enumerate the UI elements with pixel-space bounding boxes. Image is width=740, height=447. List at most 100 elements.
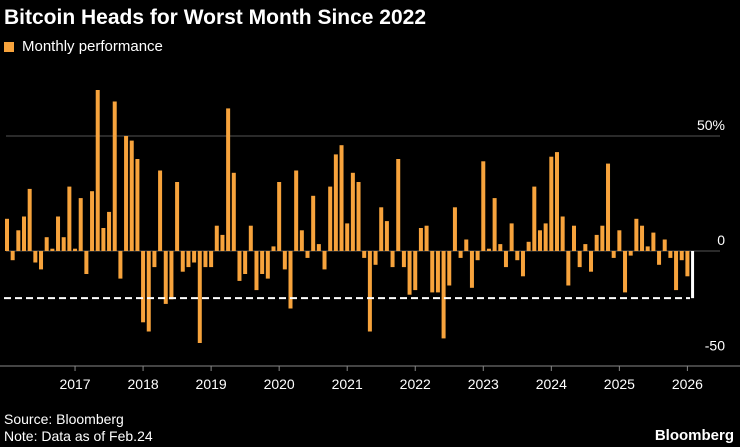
bar	[260, 251, 265, 274]
bar	[418, 228, 423, 251]
bar	[475, 251, 480, 261]
bar	[73, 248, 78, 251]
bar	[158, 170, 163, 251]
bar	[492, 198, 497, 251]
bar	[435, 251, 440, 293]
bar	[248, 225, 253, 251]
bar	[543, 223, 548, 251]
bar	[294, 170, 299, 251]
bar	[333, 154, 338, 251]
bar	[509, 223, 514, 251]
bar	[33, 251, 38, 263]
bar	[606, 163, 611, 251]
bar	[84, 251, 89, 274]
bar	[560, 216, 565, 251]
bar	[305, 251, 310, 258]
bar	[226, 108, 231, 252]
bar	[214, 225, 219, 251]
bar	[583, 244, 588, 251]
bar	[498, 244, 503, 251]
bar	[10, 251, 15, 261]
bar	[452, 207, 457, 251]
bar	[282, 251, 287, 270]
bar	[101, 228, 106, 251]
bar	[192, 251, 197, 263]
bar	[265, 251, 270, 279]
bar	[537, 230, 542, 251]
bar	[373, 251, 378, 265]
bar	[141, 251, 146, 323]
x-tick-label: 2026	[672, 376, 703, 392]
bar	[220, 234, 225, 251]
bar	[209, 251, 214, 268]
bar	[520, 251, 525, 277]
bar	[407, 251, 412, 295]
bar	[27, 188, 32, 251]
bar	[124, 136, 129, 251]
bar	[146, 251, 151, 332]
x-tick-label: 2023	[468, 376, 499, 392]
bar	[50, 248, 55, 251]
x-tick-label: 2024	[536, 376, 567, 392]
bar	[572, 225, 576, 251]
bar	[95, 90, 100, 251]
bar	[203, 251, 208, 268]
bar	[129, 140, 134, 251]
bar	[186, 251, 191, 268]
bar	[526, 241, 531, 251]
bar	[61, 237, 66, 251]
bar	[328, 186, 333, 251]
bar	[118, 251, 123, 279]
bar	[390, 251, 395, 268]
bar	[651, 232, 656, 251]
bar	[668, 251, 673, 258]
legend: Monthly performance	[4, 38, 163, 55]
bar	[379, 207, 384, 251]
bar	[481, 161, 486, 251]
bar	[515, 251, 520, 261]
bar	[685, 251, 690, 277]
bar	[486, 248, 491, 251]
bar	[662, 239, 667, 251]
bar	[623, 251, 628, 293]
bar	[657, 251, 662, 265]
bar	[384, 221, 389, 251]
bar	[424, 225, 429, 251]
bar	[16, 230, 21, 251]
bar	[197, 251, 202, 343]
bar	[577, 251, 582, 268]
bar	[277, 182, 282, 251]
bar	[112, 101, 117, 251]
bar	[401, 251, 406, 268]
bar	[554, 152, 559, 251]
bar	[356, 182, 361, 251]
bar	[67, 186, 72, 251]
bar	[339, 145, 344, 251]
bar	[350, 172, 355, 251]
bar	[254, 251, 259, 291]
bar	[180, 251, 185, 272]
source-note: Source: Bloomberg	[4, 411, 124, 427]
y-tick-label: 50%	[697, 117, 725, 133]
bar	[503, 251, 508, 268]
bar	[231, 172, 236, 251]
bar	[311, 195, 316, 251]
x-tick-label: 2019	[196, 376, 227, 392]
bar	[362, 251, 367, 258]
bar	[322, 251, 327, 270]
legend-swatch	[4, 41, 14, 52]
bar	[413, 251, 418, 291]
bar	[396, 159, 401, 251]
bar	[271, 246, 276, 251]
x-tick-label: 2020	[264, 376, 295, 392]
data-note: Note: Data as of Feb.24	[4, 428, 153, 444]
bar	[674, 251, 679, 291]
bar	[458, 251, 463, 258]
bar	[175, 182, 180, 251]
bar	[469, 251, 474, 288]
bar	[611, 251, 616, 258]
x-tick-label: 2025	[604, 376, 635, 392]
bar	[441, 251, 446, 339]
bar	[549, 156, 554, 251]
